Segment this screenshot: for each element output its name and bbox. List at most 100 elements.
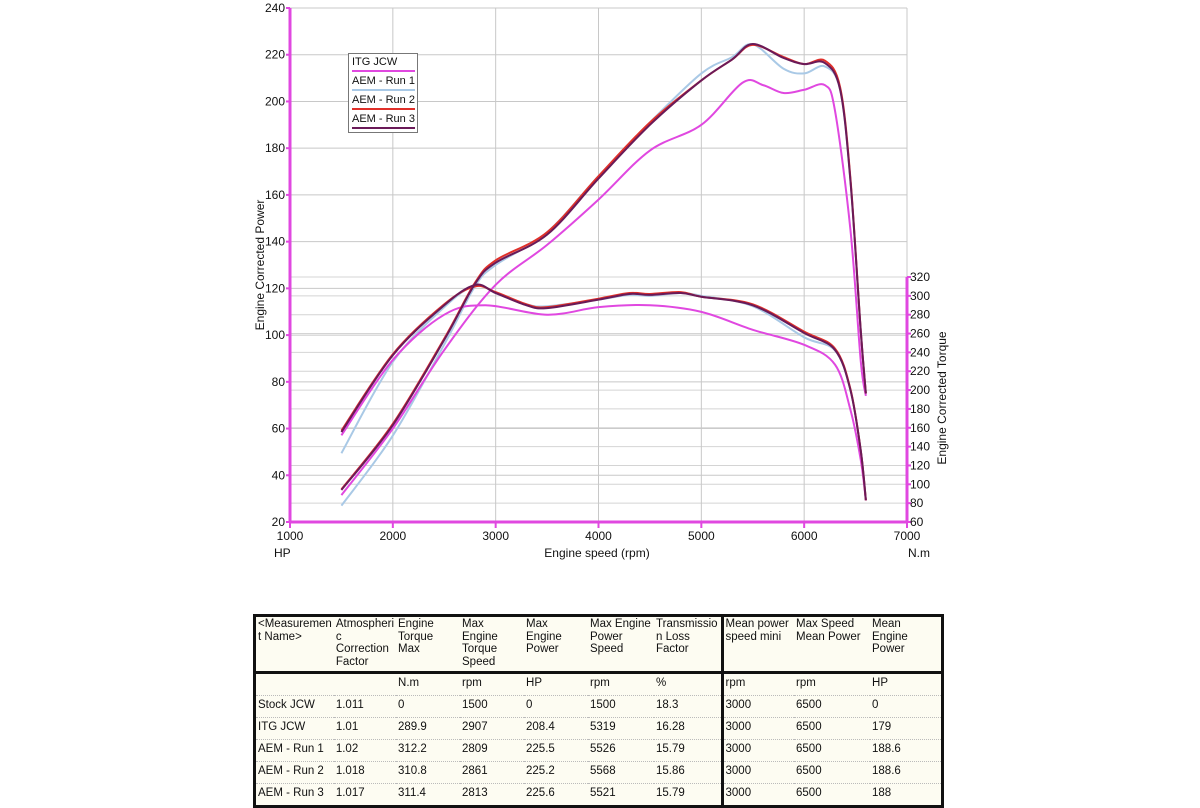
- y2-tick-label: 300: [910, 289, 930, 303]
- table-cell: 3000: [720, 739, 795, 762]
- y2-tick-label: 240: [910, 345, 930, 359]
- table-cell: 6500: [794, 695, 871, 718]
- table-cell: N.m: [396, 672, 461, 696]
- y-tick-label: 200: [265, 94, 285, 108]
- y2-tick-label: 280: [910, 308, 930, 322]
- legend-swatch: [352, 70, 415, 72]
- table-cell: AEM - Run 3: [254, 783, 334, 807]
- table-cell: HP: [870, 672, 943, 696]
- table-cell: 3000: [720, 695, 795, 718]
- legend-label: AEM - Run 1: [352, 75, 415, 87]
- table-cell: 1.01: [333, 717, 397, 740]
- y-tick-label: 220: [265, 48, 285, 62]
- y2-tick-label: 60: [910, 515, 924, 529]
- x-tick-label: 5000: [688, 529, 715, 543]
- table-cell: Max Engine Power Speed: [588, 615, 655, 674]
- table-cell: Engine Torque Max: [396, 615, 461, 674]
- y2-tick-label: 80: [910, 496, 924, 510]
- table-cell: Mean power speed mini: [720, 615, 795, 674]
- table-cell: 5526: [588, 739, 655, 762]
- table-cell: 6500: [794, 783, 871, 807]
- y-tick-label: 20: [272, 515, 286, 529]
- legend-label: AEM - Run 2: [352, 94, 415, 106]
- table-cell: 6500: [794, 739, 871, 762]
- table-cell: 1500: [588, 695, 655, 718]
- table-cell: 225.5: [524, 739, 589, 762]
- table-cell: rpm: [720, 672, 795, 696]
- table-cell: 2809: [460, 739, 525, 762]
- power-curve-aem-run-2: [340, 43, 867, 490]
- x-tick-label: 4000: [585, 529, 612, 543]
- table-cell: %: [654, 672, 723, 696]
- table-cell: 15.86: [654, 761, 723, 784]
- table-cell: 1.017: [333, 783, 397, 807]
- table-cell: 0: [870, 695, 943, 718]
- table-cell: Max Engine Torque Speed: [460, 615, 525, 674]
- table-cell: 15.79: [654, 783, 723, 807]
- dyno-chart: 20 40 60 80 100 120 140 160 180 200 220 240 60 80 100 1…: [253, 1, 949, 560]
- table-cell: AEM - Run 2: [254, 761, 334, 784]
- table-cell: 0: [524, 695, 589, 718]
- y2-tick-label: 100: [910, 477, 930, 491]
- legend-item: ITG JCW: [352, 56, 415, 73]
- table-cell: 289.9: [396, 717, 461, 740]
- legend: ITG JCW AEM - Run 1 AEM - Run 2 AEM - Ru…: [348, 53, 418, 133]
- results-table: <Measuremen t Name> Atmospheri c Correcti…: [253, 614, 944, 808]
- y2-tick-label: 220: [910, 364, 930, 378]
- legend-item: AEM - Run 1: [352, 75, 415, 92]
- y2-tick-label: 180: [910, 402, 930, 416]
- table-cell: Mean Engine Power: [870, 615, 943, 674]
- table-cell: 5521: [588, 783, 655, 807]
- table-cell: [333, 672, 397, 696]
- table-cell: rpm: [588, 672, 655, 696]
- table-cell: 208.4: [524, 717, 589, 740]
- power-curve-itg-jcw: [340, 79, 867, 496]
- table-row: AEM - Run 2 1.018 310.8 2861 225.2 5568 15.86 3…: [254, 761, 943, 784]
- table-cell: 310.8: [396, 761, 461, 784]
- table-cell: 312.2: [396, 739, 461, 762]
- x-tick-label: 1000: [277, 529, 304, 543]
- power-curve-aem-run-1: [340, 43, 867, 507]
- table-cell: Atmospheri c Correction Factor: [333, 615, 397, 674]
- table-cell: <Measuremen t Name>: [254, 615, 334, 674]
- legend-item: AEM - Run 3: [352, 113, 415, 130]
- legend-label: AEM - Run 3: [352, 113, 415, 125]
- table-cell: rpm: [460, 672, 525, 696]
- x-tick-label: 6000: [791, 529, 818, 543]
- table-cell: 5568: [588, 761, 655, 784]
- table-cell: 5319: [588, 717, 655, 740]
- y2-tick-label: 160: [910, 421, 930, 435]
- table-header-row: <Measuremen t Name> Atmospheri c Correcti…: [254, 615, 943, 674]
- curves: [340, 42, 867, 507]
- table-cell: AEM - Run 1: [254, 739, 334, 762]
- table-cell: 311.4: [396, 783, 461, 807]
- y-tick-label: 180: [265, 141, 285, 155]
- left-unit-label: HP: [274, 546, 291, 560]
- table-cell: Max Speed Mean Power: [794, 615, 871, 674]
- table-cell: 18.3: [654, 695, 723, 718]
- x-tick-label: 2000: [379, 529, 406, 543]
- legend-label: ITG JCW: [352, 56, 398, 68]
- y2-axis-label: Engine Corrected Torque: [935, 331, 949, 465]
- y-tick-label: 40: [272, 468, 286, 482]
- table-cell: 1500: [460, 695, 525, 718]
- table-cell: 1.011: [333, 695, 397, 718]
- legend-swatch: [352, 108, 415, 110]
- table-cell: 6500: [794, 717, 871, 740]
- table-cell: 1.02: [333, 739, 397, 762]
- table-row: Stock JCW 1.011 0 1500 0 1500 18.3 3000 6500 0: [254, 695, 943, 718]
- torque-curve-itg-jcw: [340, 304, 867, 501]
- y-tick-label: 240: [265, 1, 285, 15]
- y-tick-label: 100: [265, 328, 285, 342]
- table-cell: Stock JCW: [254, 695, 334, 718]
- x-tick-label: 3000: [482, 529, 509, 543]
- table-cell: 3000: [720, 783, 795, 807]
- table-cell: ITG JCW: [254, 717, 334, 740]
- table-cell: 2813: [460, 783, 525, 807]
- table-cell: 6500: [794, 761, 871, 784]
- right-unit-label: N.m: [908, 546, 930, 560]
- legend-swatch: [352, 127, 415, 129]
- table-cell: HP: [524, 672, 589, 696]
- table-cell: 179: [870, 717, 943, 740]
- table-cell: 0: [396, 695, 461, 718]
